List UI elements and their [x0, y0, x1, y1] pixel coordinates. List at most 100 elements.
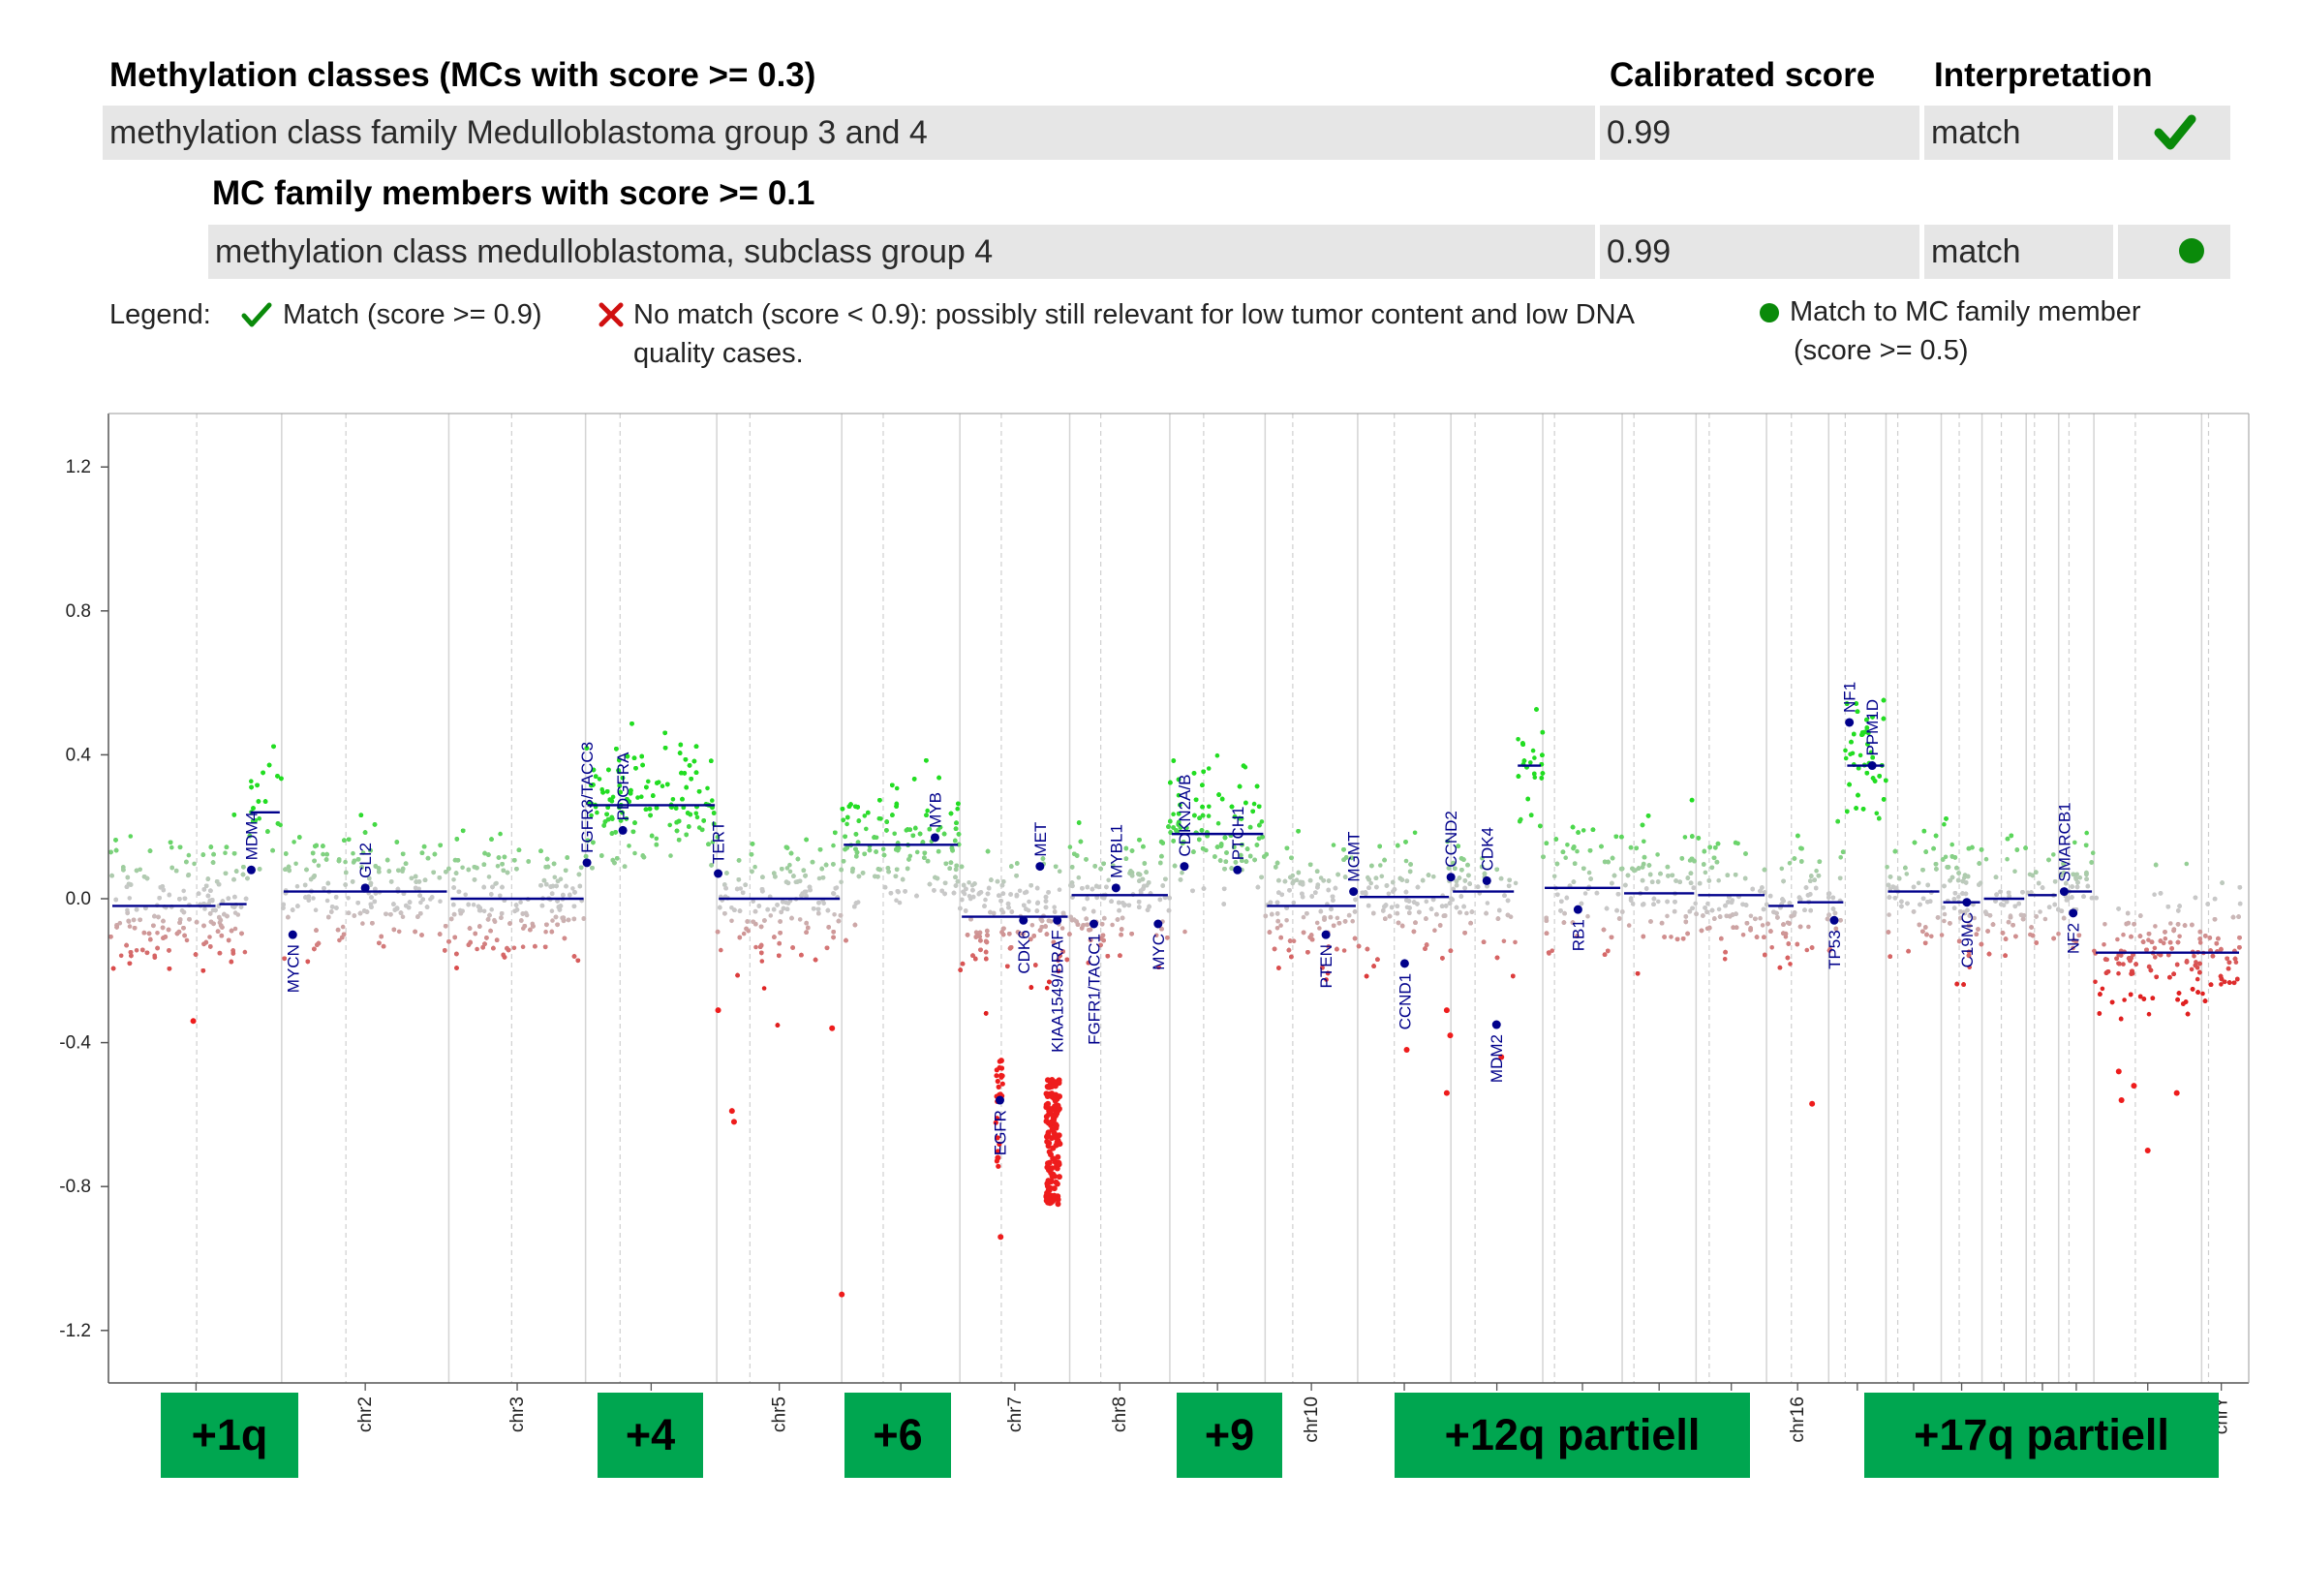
gene-point [1089, 919, 1098, 929]
gene-point [1491, 1020, 1501, 1029]
family-class-label: methylation class family Medulloblastoma… [103, 106, 1595, 160]
gene-point [582, 858, 592, 868]
gene-point [1829, 915, 1839, 925]
x-tick-label: chr7 [1005, 1396, 1026, 1432]
gene-point [618, 825, 628, 835]
gene-label: PTEN [1317, 944, 1335, 988]
gene-label: CDK6 [1015, 930, 1033, 973]
gene-point [1153, 919, 1163, 929]
y-tick-label: 1.2 [66, 457, 91, 477]
gene-point [1573, 905, 1582, 914]
gene-label: MYBL1 [1107, 824, 1125, 878]
outlier-point [998, 1058, 1004, 1064]
gene-label: KIAA1549/BRAF [1049, 930, 1067, 1053]
cnv-points [108, 697, 2243, 1298]
legend-match: Match (score >= 0.9) [283, 299, 542, 330]
y-tick-label: -0.8 [59, 1177, 91, 1197]
interpretation-header: Interpretation [1934, 56, 2153, 94]
gene-label: MDM2 [1488, 1034, 1506, 1083]
gene-point [2069, 908, 2078, 918]
outlier-point [1443, 1090, 1450, 1096]
gene-point [1482, 875, 1491, 885]
gene-label: GLI2 [356, 843, 375, 878]
gene-point [1111, 883, 1120, 893]
outlier-point [995, 1154, 1001, 1161]
gene-point [1321, 930, 1331, 939]
outlier-point [715, 1007, 721, 1014]
members-header: MC family members with score >= 0.1 [212, 174, 815, 212]
legend-member-2: (score >= 0.5) [1794, 335, 1969, 366]
outlier-point [1443, 1007, 1450, 1014]
member-match-cell [2118, 225, 2230, 279]
member-class-interpretation: match [1924, 225, 2113, 279]
outlier-point [1447, 1032, 1454, 1039]
member-class-score: 0.99 [1600, 225, 1919, 279]
outlier-point [1809, 1100, 1816, 1107]
gene-point [1399, 959, 1409, 968]
outlier-point [2131, 1083, 2137, 1090]
gene-point [714, 869, 723, 878]
gene-point [1446, 873, 1456, 882]
gene-point [360, 883, 370, 893]
dot-icon [2179, 238, 2204, 263]
gene-label: TP53 [1826, 930, 1844, 969]
gain-badge-9: +9 [1177, 1393, 1282, 1478]
gene-label: CCND1 [1396, 973, 1414, 1030]
gene-label: RB1 [1569, 919, 1587, 951]
outlier-point [2144, 1148, 2151, 1154]
outlier-point [730, 1119, 737, 1125]
outlier-point [998, 1234, 1004, 1241]
y-tick-label: -1.2 [59, 1321, 91, 1341]
gene-point [930, 833, 939, 843]
gene-point [1035, 862, 1045, 872]
family-match-cell [2118, 106, 2230, 160]
check-icon [2154, 114, 2196, 150]
legend-check-icon [241, 302, 272, 327]
gene-point [1180, 862, 1189, 872]
gene-label: SMARCB1 [2055, 802, 2073, 881]
member-class-label: methylation class medulloblastoma, subcl… [208, 225, 1595, 279]
gene-point [1962, 898, 1972, 907]
x-tick-label: chr10 [1302, 1396, 1322, 1443]
x-tick-label: chr16 [1788, 1396, 1808, 1443]
gene-label: PDGFRA [614, 752, 632, 821]
family-class-score: 0.99 [1600, 106, 1919, 160]
gain-badge-12q: +12q partiell [1395, 1393, 1750, 1478]
outlier-point [839, 1291, 845, 1298]
x-tick-label: chr2 [355, 1396, 376, 1432]
gain-badge-17q: +17q partiell [1864, 1393, 2219, 1478]
gene-point [246, 865, 256, 875]
outlier-point [829, 1025, 836, 1031]
x-tick-label: chr5 [770, 1396, 790, 1432]
outlier-point [2115, 1068, 2122, 1075]
gene-label: NF2 [2065, 923, 2083, 954]
outlier-point [190, 1018, 197, 1025]
legend-no-match-1: No match (score < 0.9): possibly still r… [633, 299, 1635, 330]
x-tick-label: chr3 [507, 1396, 528, 1432]
gene-label: CDKN2A/B [1176, 775, 1194, 857]
y-tick-label: 0.0 [66, 889, 91, 909]
legend-title: Legend: [109, 299, 211, 330]
gene-label: CDK4 [1478, 827, 1496, 871]
outlier-point [1498, 1054, 1505, 1060]
score-header: Calibrated score [1610, 56, 1876, 94]
legend-dot-icon [1760, 303, 1779, 322]
legend-cross-icon [599, 302, 624, 327]
gene-label: NF1 [1841, 682, 1859, 713]
legend-member-1: Match to MC family member [1790, 296, 2141, 327]
x-tick-label: chr8 [1110, 1396, 1130, 1432]
gene-point [1053, 915, 1062, 925]
gene-point [1845, 718, 1855, 727]
gene-label: MGMT [1345, 832, 1364, 882]
gene-label: MYB [926, 792, 944, 828]
gain-badge-6: +6 [844, 1393, 951, 1478]
gene-label: MYCN [284, 944, 302, 993]
gene-point [1019, 915, 1028, 925]
gene-label: PPM1D [1863, 699, 1882, 756]
gain-badge-4: +4 [598, 1393, 703, 1478]
gene-point [996, 1095, 1005, 1105]
outlier-point [1403, 1047, 1410, 1054]
gain-badge-1q: +1q [161, 1393, 298, 1478]
gene-point [1233, 865, 1243, 875]
